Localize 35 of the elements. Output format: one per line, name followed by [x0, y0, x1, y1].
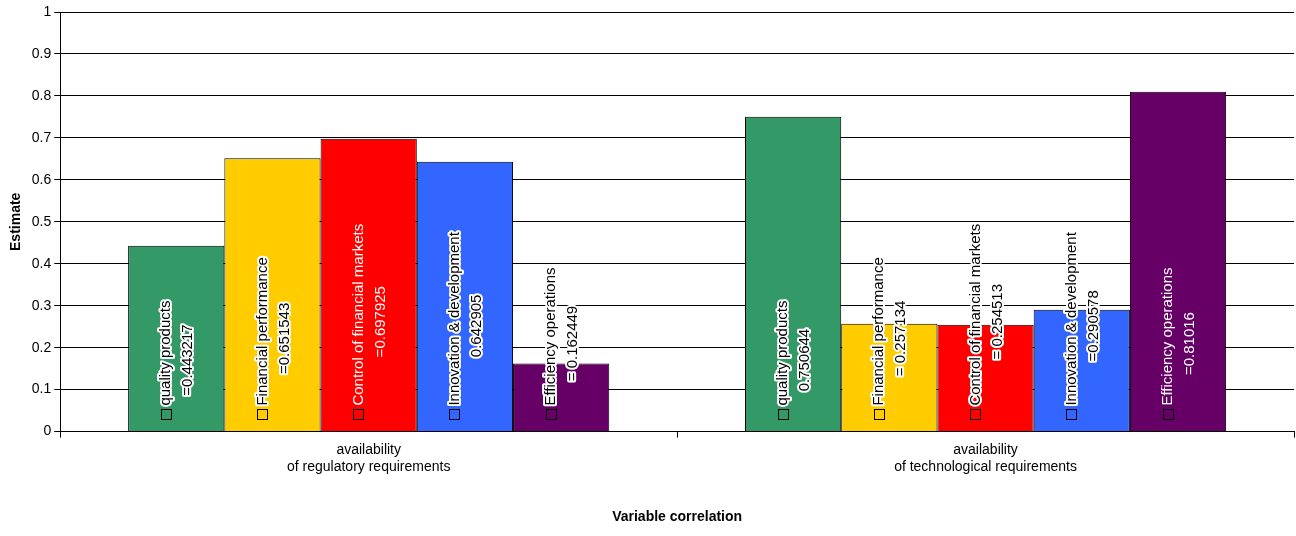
y-axis-title: Estimate [7, 192, 24, 251]
y-tick-label: 0.9 [31, 44, 52, 61]
y-tick-label: 0.7 [31, 128, 52, 145]
text: Efficiency operations [1158, 267, 1176, 406]
data-label: = 0.162449 [563, 305, 581, 382]
y-tick-label: 0.4 [31, 254, 52, 271]
data-label: =0.443217 [178, 324, 196, 396]
text: quality products [773, 300, 791, 406]
data-label: =0.81016 [1180, 312, 1198, 376]
y-tick-label: 0.2 [31, 338, 52, 355]
data-label: =0.697925 [370, 286, 388, 358]
series-label: Financial performance [869, 257, 887, 406]
x-tick-label: availability of regulatory requirements [286, 440, 451, 474]
y-tick-label: 0.1 [31, 380, 52, 397]
series-label: quality products [156, 300, 174, 406]
y-tick-label: 0.3 [31, 296, 52, 313]
y-tick-label: 0 [43, 422, 52, 439]
text: Innovation & development [445, 232, 463, 406]
y-tick-label: 0.8 [31, 86, 52, 103]
text: Control of financial markets [965, 223, 983, 406]
data-label: = 0.254513 [987, 283, 1005, 360]
text: Control of financial markets [348, 223, 366, 406]
data-label: 0.750644 [795, 328, 813, 392]
series-label: Innovation & development [1061, 231, 1079, 406]
data-label: = 0.257134 [891, 300, 909, 377]
data-label: 0.642905 [467, 294, 485, 358]
x-axis-title: Variable correlation [612, 508, 743, 525]
y-tick-label: 0.6 [31, 170, 52, 187]
data-label: =0.651543 [274, 302, 292, 375]
x-tick-label: availability of technological requirements [894, 440, 1078, 474]
text: Financial performance [252, 257, 270, 406]
text: Efficiency operations [541, 267, 559, 406]
y-tick-label: 0.5 [31, 212, 52, 229]
data-label: =0.290578 [1083, 290, 1101, 362]
y-tick-label: 1 [43, 2, 52, 19]
